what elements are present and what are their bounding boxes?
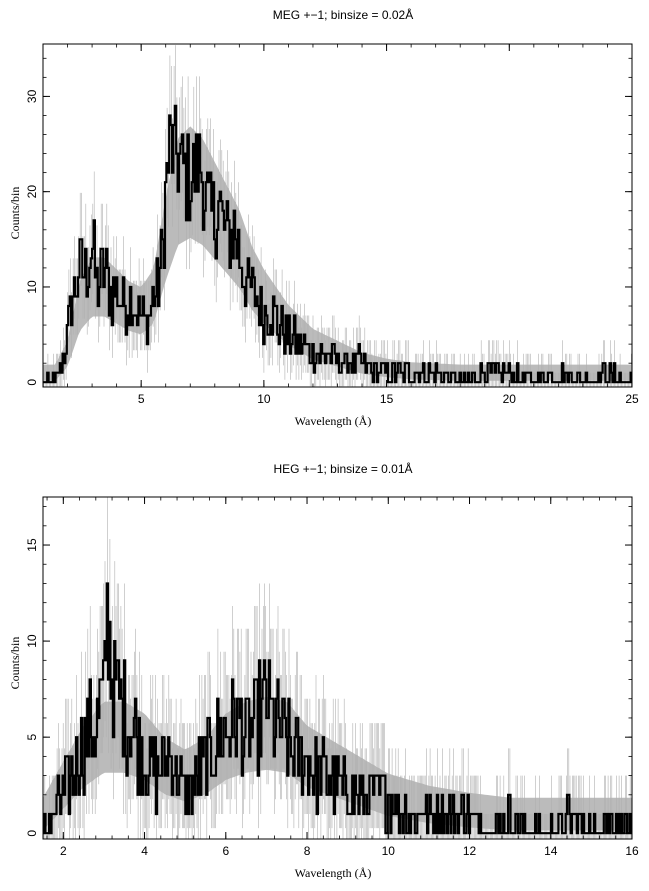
meg-model-band: [43, 126, 632, 381]
meg-y-tick-label: 30: [25, 89, 39, 103]
meg-series-group: [43, 45, 632, 387]
heg-title: HEG +−1; binsize = 0.01Å: [273, 461, 412, 476]
meg-panel: MEG +−1; binsize = 0.02Å 5 10 15 20 25 0 10 20 3…: [8, 7, 639, 428]
meg-x-axis-label: Wavelength (Å): [295, 414, 372, 428]
heg-y-axis-label: Counts/bin: [8, 637, 22, 690]
meg-title: MEG +−1; binsize = 0.02Å: [273, 7, 413, 22]
heg-y-tick-label: 0: [25, 830, 39, 837]
meg-y-tick-label: 20: [25, 185, 39, 199]
heg-x-tick-label: 16: [625, 844, 639, 858]
heg-y-tick-label: 15: [25, 538, 39, 552]
meg-plot-frame: [42, 43, 633, 388]
heg-x-tick-label: 14: [544, 844, 558, 858]
heg-panel: HEG +−1; binsize = 0.01Å 2 4 6 8 10 12 14 16 0 5 1…: [8, 461, 639, 880]
heg-y-tick-label: 10: [25, 634, 39, 648]
heg-y-tick-label: 5: [25, 734, 39, 741]
heg-x-tick-label: 6: [222, 844, 229, 858]
heg-plot-area: 2 4 6 8 10 12 14 16 0 5 10 15: [25, 496, 639, 858]
meg-y-tick-label: 0: [25, 379, 39, 386]
meg-x-tick-label: 20: [503, 392, 517, 406]
heg-observed-histogram: [43, 582, 632, 835]
heg-series-group: [43, 497, 632, 839]
meg-error-bars: [43, 45, 632, 387]
meg-x-tick-label: 5: [138, 392, 145, 406]
meg-x-tick-label: 25: [625, 392, 639, 406]
meg-y-tick-label: 10: [25, 280, 39, 294]
heg-x-tick-label: 8: [304, 844, 311, 858]
meg-x-tick-label: 15: [380, 392, 394, 406]
meg-x-tick-label: 10: [257, 392, 271, 406]
meg-observed-histogram: [43, 104, 632, 384]
meg-y-axis-label: Counts/bin: [8, 187, 22, 240]
heg-plot-frame: [42, 496, 633, 840]
meg-plot-area: 5 10 15 20 25 0 10 20 30: [25, 43, 639, 406]
heg-x-tick-label: 2: [60, 844, 67, 858]
heg-x-tick-label: 10: [382, 844, 396, 858]
heg-x-axis-label: Wavelength (Å): [295, 866, 372, 880]
heg-x-tick-label: 12: [463, 844, 477, 858]
heg-x-tick-label: 4: [141, 844, 148, 858]
